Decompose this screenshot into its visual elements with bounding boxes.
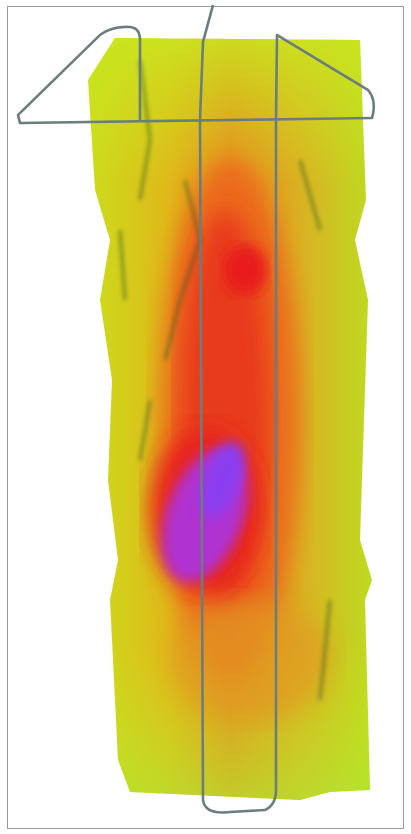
- bathymetry-map: [0, 0, 411, 834]
- page: [0, 0, 411, 834]
- deep-spot: [223, 245, 267, 295]
- depth-surface: [80, 30, 380, 800]
- lower-slope: [170, 600, 330, 720]
